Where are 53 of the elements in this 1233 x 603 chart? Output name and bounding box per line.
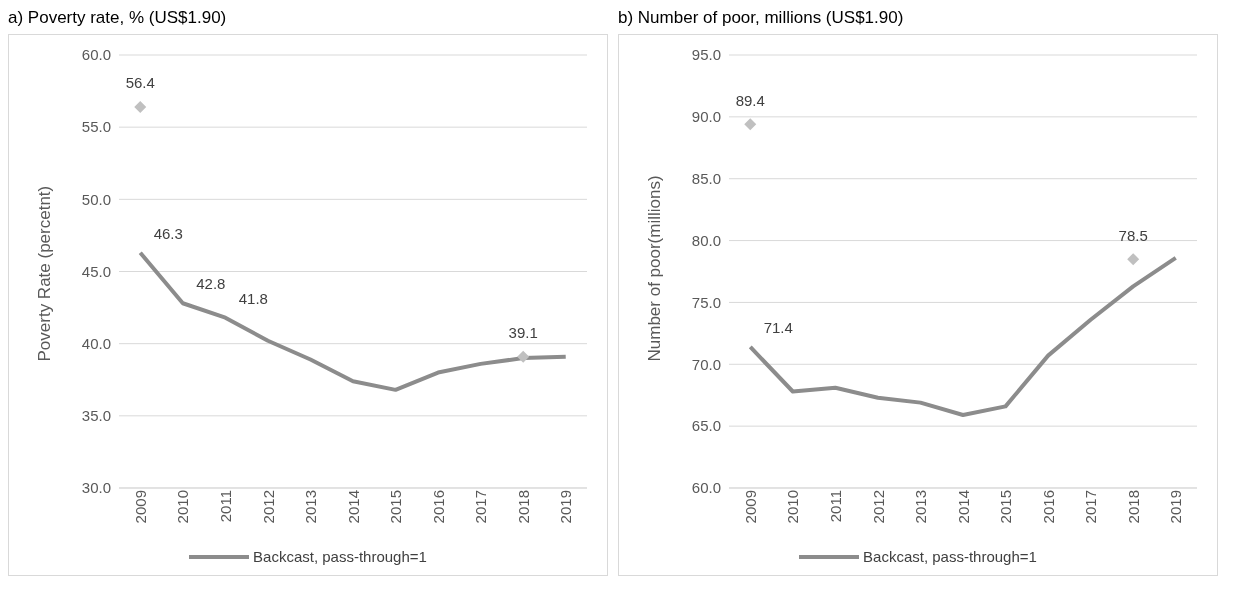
x-tick-label: 2014 — [954, 490, 972, 524]
y-tick-label: 70.0 — [691, 355, 721, 373]
x-tick-label: 2013 — [302, 490, 320, 524]
x-tick-label: 2019 — [557, 490, 575, 524]
data-label: 42.8 — [196, 275, 226, 293]
legend-label: Backcast, pass-through=1 — [862, 548, 1037, 565]
data-label: 41.8 — [238, 289, 268, 307]
x-tick-label: 2012 — [869, 490, 887, 524]
x-tick-label: 2014 — [344, 490, 362, 524]
legend-label: Backcast, pass-through=1 — [252, 548, 427, 565]
data-label: 39.1 — [508, 324, 538, 342]
x-tick-label: 2015 — [387, 490, 405, 524]
y-tick-label: 65.0 — [691, 417, 721, 435]
x-tick-label: 2010 — [174, 490, 192, 524]
x-tick-label: 2010 — [784, 490, 802, 524]
x-tick-label: 2018 — [514, 490, 532, 524]
y-tick-label: 40.0 — [81, 334, 111, 352]
x-tick-label: 2011 — [827, 490, 845, 523]
data-label: 89.4 — [735, 91, 765, 109]
x-tick-label: 2015 — [997, 490, 1015, 524]
line-series — [748, 255, 1178, 418]
y-tick-label: 95.0 — [691, 46, 721, 64]
y-tick-label: 80.0 — [691, 231, 721, 249]
y-tick-label: 55.0 — [81, 118, 111, 136]
x-tick-label: 2009 — [741, 490, 759, 524]
y-tick-label: 30.0 — [81, 479, 111, 497]
x-tick-label: 2018 — [1124, 490, 1142, 524]
x-tick-label: 2013 — [912, 490, 930, 524]
y-tick-label: 50.0 — [81, 190, 111, 208]
y-axis-title: Number of poor(millions) — [645, 175, 665, 362]
x-tick-label: 2012 — [259, 490, 277, 524]
y-tick-label: 75.0 — [691, 293, 721, 311]
x-tick-label: 2016 — [429, 490, 447, 524]
x-tick-label: 2011 — [217, 490, 235, 523]
y-tick-label: 85.0 — [691, 170, 721, 188]
y-tick-label: 60.0 — [691, 479, 721, 497]
x-tick-label: 2019 — [1167, 490, 1185, 524]
x-tick-label: 2016 — [1039, 490, 1057, 524]
y-tick-label: 90.0 — [691, 108, 721, 126]
x-tick-label: 2017 — [472, 490, 490, 524]
x-tick-label: 2017 — [1082, 490, 1100, 524]
x-tick-label: 2009 — [131, 490, 149, 524]
chart-title: b) Number of poor, millions (US$1.90) — [618, 8, 905, 29]
chart-title: a) Poverty rate, % (US$1.90) — [8, 8, 228, 29]
y-tick-label: 60.0 — [81, 46, 111, 64]
y-tick-label: 45.0 — [81, 262, 111, 280]
data-label: 46.3 — [153, 224, 183, 242]
line-series — [138, 250, 568, 392]
y-tick-label: 35.0 — [81, 407, 111, 425]
y-axis-title: Poverty Rate (percetnt) — [35, 185, 55, 362]
data-label: 56.4 — [125, 74, 155, 92]
data-label: 78.5 — [1118, 226, 1148, 244]
data-label: 71.4 — [763, 318, 793, 336]
